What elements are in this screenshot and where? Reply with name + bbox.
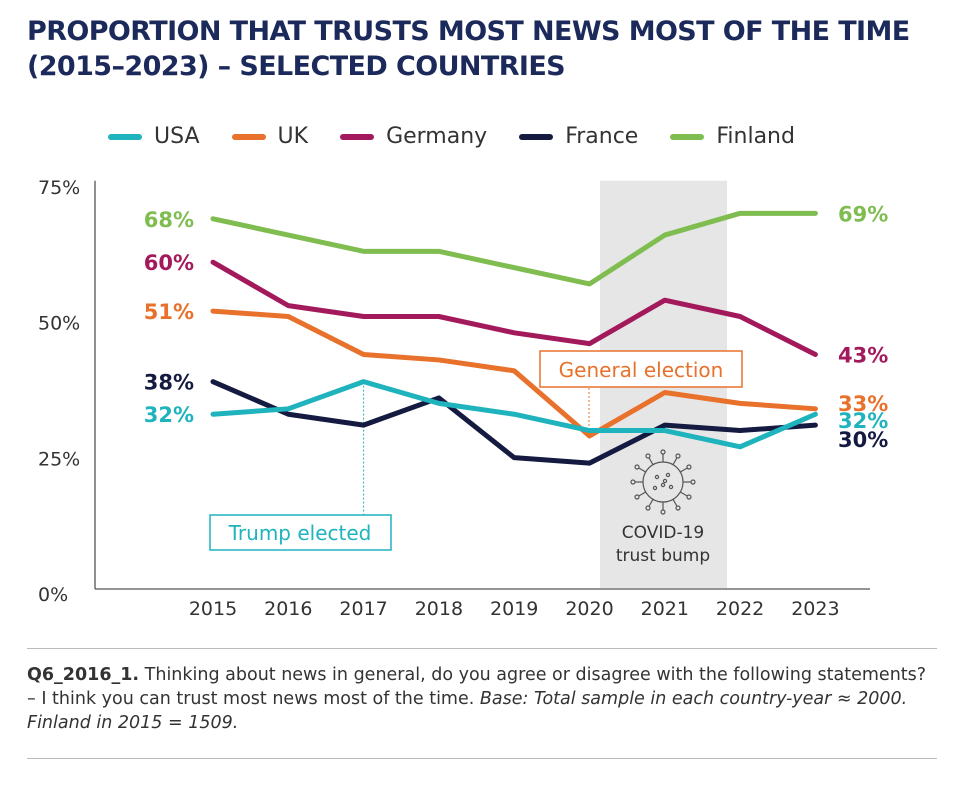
end-value-label: 43% xyxy=(838,344,888,368)
series-line-germany xyxy=(210,259,818,358)
trump-annotation: Trump elected xyxy=(228,521,372,545)
election-annotation: General election xyxy=(559,358,724,382)
legend-swatch xyxy=(108,133,142,140)
divider xyxy=(27,758,937,759)
series-line-uk xyxy=(210,308,818,439)
question-text: Thinking about news in general, do you a… xyxy=(27,665,927,709)
x-tick-label: 2016 xyxy=(264,598,312,620)
x-tick-label: 2019 xyxy=(490,598,538,620)
x-tick-label: 2021 xyxy=(641,598,689,620)
base-note: Base: Total sample in each country-year … xyxy=(27,689,908,733)
x-tick-label: 2015 xyxy=(189,598,237,620)
legend-swatch xyxy=(231,133,266,140)
start-value-label: 51% xyxy=(144,300,194,324)
y-tick-label: 25% xyxy=(38,448,80,470)
legend-item: UK xyxy=(231,124,309,149)
end-value-label: 33% xyxy=(838,392,888,416)
start-value-label: 32% xyxy=(144,403,194,427)
x-tick-label: 2022 xyxy=(716,598,764,620)
legend-label: USA xyxy=(154,124,200,149)
divider xyxy=(27,648,937,649)
start-value-label: 60% xyxy=(144,251,194,275)
legend-item: USA xyxy=(108,124,200,149)
legend-label: Germany xyxy=(386,124,488,149)
legend-item: Finland xyxy=(670,124,795,149)
virus-icon xyxy=(630,449,696,515)
legend-item: France xyxy=(519,124,638,149)
start-value-label: 38% xyxy=(144,371,194,395)
election-box xyxy=(539,350,743,388)
covid-label: trust bump xyxy=(616,546,710,566)
series-line-france xyxy=(210,379,818,466)
legend-item: Germany xyxy=(340,124,487,149)
series-line-usa xyxy=(210,379,818,450)
y-tick-label: 50% xyxy=(38,313,80,335)
question-id: Q6_2016_1. xyxy=(27,665,140,685)
series-line-finland xyxy=(210,210,818,287)
legend: USA UK Germany France Finland xyxy=(108,124,827,149)
start-value-label: 68% xyxy=(144,208,194,232)
y-tick-label: 0% xyxy=(38,584,68,606)
legend-swatch xyxy=(519,133,554,140)
legend-label: UK xyxy=(277,124,309,149)
covid-label: COVID-19 xyxy=(622,523,704,543)
trump-box xyxy=(209,514,392,551)
end-value-label: 32% xyxy=(838,409,888,433)
y-tick-label: 75% xyxy=(38,177,80,199)
legend-swatch xyxy=(340,133,375,140)
end-value-label: 30% xyxy=(838,428,888,452)
legend-label: Finland xyxy=(716,124,795,149)
footnote: Q6_2016_1. Thinking about news in genera… xyxy=(27,663,937,735)
x-tick-label: 2017 xyxy=(339,598,387,620)
end-value-label: 69% xyxy=(838,202,888,226)
x-tick-label: 2018 xyxy=(415,598,463,620)
chart-title: PROPORTION THAT TRUSTS MOST NEWS MOST OF… xyxy=(27,16,910,82)
legend-swatch xyxy=(670,133,705,140)
x-tick-label: 2023 xyxy=(791,598,839,620)
x-tick-label: 2020 xyxy=(565,598,613,620)
legend-label: France xyxy=(565,124,639,149)
